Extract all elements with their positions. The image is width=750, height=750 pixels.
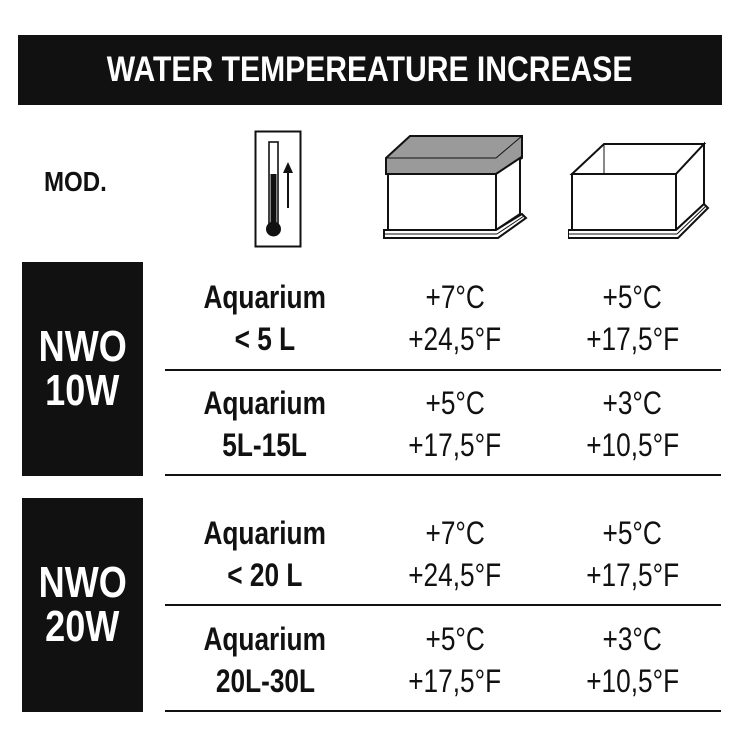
covered-increase-cell: +7°C +24,5°F (365, 502, 545, 606)
aquarium-size-cell: Aquarium 20L-30L (165, 608, 365, 712)
table-row: Aquarium 20L-30L +5°C +17,5°F +3°C +10,5… (165, 608, 720, 712)
aquarium-size: 5L-15L (222, 427, 308, 463)
fahrenheit-value: +17,5°F (586, 321, 679, 357)
fahrenheit-value: +17,5°F (586, 557, 679, 593)
aquarium-label: Aquarium (203, 385, 327, 421)
fahrenheit-value: +17,5°F (408, 427, 502, 463)
fahrenheit-value: +24,5°F (408, 557, 502, 593)
aquarium-size-cell: Aquarium 5L-15L (165, 372, 365, 476)
covered-increase-cell: +5°C +17,5°F (365, 608, 545, 712)
aquarium-size: < 5 L (234, 321, 296, 357)
row-divider (165, 604, 721, 606)
model-nwo-20w: NWO 20W (22, 498, 143, 712)
aquarium-size: < 20 L (227, 557, 303, 593)
fahrenheit-value: +10,5°F (586, 663, 679, 699)
celsius-value: +7°C (425, 515, 485, 551)
aquarium-label: Aquarium (203, 279, 327, 315)
celsius-value: +5°C (602, 279, 663, 315)
covered-increase-cell: +7°C +24,5°F (365, 266, 545, 370)
model-name-line1: NWO (38, 322, 127, 371)
celsius-value: +3°C (602, 385, 663, 421)
open-increase-cell: +3°C +10,5°F (545, 608, 720, 712)
celsius-value: +7°C (425, 279, 485, 315)
row-divider (165, 710, 721, 712)
covered-increase-cell: +5°C +17,5°F (365, 372, 545, 476)
aquarium-size: 20L-30L (215, 663, 315, 699)
aquarium-size-cell: Aquarium < 5 L (165, 266, 365, 370)
covered-aquarium-icon (383, 135, 528, 239)
fahrenheit-value: +24,5°F (408, 321, 502, 357)
thermometer-up-icon (254, 130, 302, 248)
aquarium-size-cell: Aquarium < 20 L (165, 502, 365, 606)
title-bar: WATER TEMPEREATURE INCREASE (18, 35, 722, 105)
aquarium-label: Aquarium (203, 515, 327, 551)
fahrenheit-value: +10,5°F (586, 427, 679, 463)
celsius-value: +5°C (425, 621, 485, 657)
table-row: Aquarium 5L-15L +5°C +17,5°F +3°C +10,5°… (165, 372, 720, 476)
model-nwo-10w: NWO 10W (22, 262, 143, 476)
celsius-value: +5°C (425, 385, 485, 421)
open-aquarium-icon (568, 141, 710, 239)
aquarium-label: Aquarium (203, 621, 327, 657)
open-increase-cell: +3°C +10,5°F (545, 372, 720, 476)
open-increase-cell: +5°C +17,5°F (545, 266, 720, 370)
table-row: Aquarium < 20 L +7°C +24,5°F +5°C +17,5°… (165, 502, 720, 606)
fahrenheit-value: +17,5°F (408, 663, 502, 699)
model-column-label: MOD. (44, 166, 107, 197)
row-divider (165, 369, 721, 371)
table-row: Aquarium < 5 L +7°C +24,5°F +5°C +17,5°F (165, 266, 720, 370)
row-divider (165, 474, 721, 476)
page-title: WATER TEMPEREATURE INCREASE (107, 50, 633, 89)
model-name-line2: 10W (45, 366, 120, 415)
celsius-value: +3°C (602, 621, 663, 657)
model-name-line1: NWO (38, 558, 127, 607)
model-name-line2: 20W (45, 602, 120, 651)
open-increase-cell: +5°C +17,5°F (545, 502, 720, 606)
celsius-value: +5°C (602, 515, 663, 551)
